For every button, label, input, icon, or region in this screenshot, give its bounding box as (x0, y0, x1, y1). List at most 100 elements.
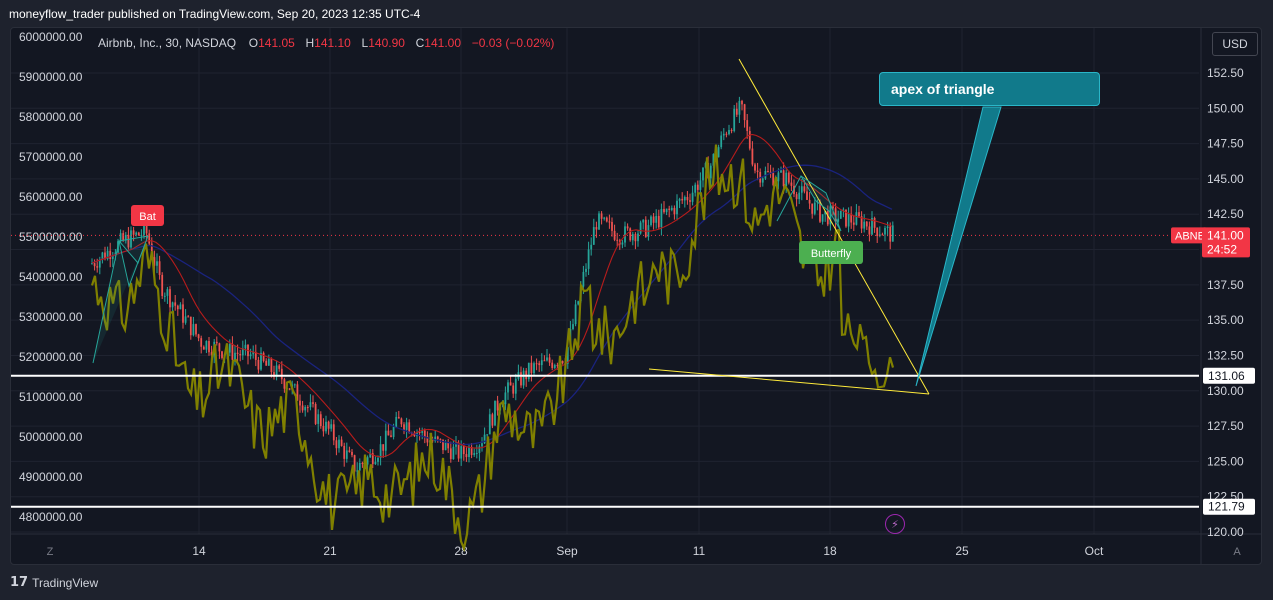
currency-button[interactable]: USD (1212, 32, 1258, 56)
symbol-tag-label: ABNB (1175, 230, 1205, 242)
candle-body (293, 384, 296, 386)
right-axis-tick: 142.50 (1207, 207, 1244, 221)
legend-change: −0.03 (−0.02%) (471, 36, 555, 50)
oscillator-line (90, 144, 895, 553)
candle-body (397, 416, 400, 419)
footer: 17 TradingView (0, 565, 1273, 600)
candle-body (325, 421, 327, 432)
grid-lines (11, 28, 1199, 534)
legend-high: 141.10 (314, 36, 351, 50)
candle-body (91, 263, 93, 265)
candle-body (205, 341, 208, 350)
candle-body (670, 207, 673, 210)
time-axis-tick: Sep (556, 544, 578, 558)
candle-body (556, 365, 559, 367)
candle-body (218, 343, 221, 352)
tv-logo-icon: 17 (10, 575, 29, 590)
candle-body (616, 239, 619, 241)
candle-body (891, 225, 894, 242)
left-axis-tick: 5000000.00 (19, 430, 83, 444)
candle-body (369, 453, 372, 458)
left-axis-tick: 4900000.00 (19, 470, 83, 484)
candle-body (221, 351, 223, 358)
candle-body (260, 352, 262, 370)
candle-body (800, 186, 803, 193)
left-axis-tick: 4800000.00 (19, 510, 83, 524)
candle-body (449, 448, 452, 460)
candle-body (577, 301, 580, 305)
candle-body (101, 252, 104, 260)
candle-body (137, 232, 140, 236)
candle-body (845, 209, 847, 227)
candle-body (538, 363, 541, 366)
candle-body (184, 316, 187, 323)
chart-frame[interactable]: 6000000.00 5900000.00 5800000.00 5700000.00… (10, 27, 1262, 565)
candle-body (153, 257, 156, 266)
candle-body (613, 230, 616, 240)
candle-body (452, 446, 455, 460)
candle-body (572, 324, 574, 330)
candle-body (507, 382, 509, 393)
candle-body (642, 219, 645, 223)
candle-body (585, 268, 587, 272)
candle-body (356, 470, 359, 472)
candle-body (296, 384, 299, 401)
time-nav-right[interactable]: A (1233, 546, 1241, 558)
time-axis-tick: 21 (323, 544, 337, 558)
candle-body (811, 203, 814, 214)
candle-body (863, 221, 866, 229)
left-axis-tick: 5700000.00 (19, 150, 83, 164)
left-axis-tick: 5800000.00 (19, 110, 83, 124)
time-nav-left[interactable]: Z (47, 546, 54, 558)
candle-body (832, 206, 834, 209)
candle-body (553, 365, 556, 368)
candle-body (465, 454, 468, 458)
right-axis-tick: 137.50 (1207, 278, 1244, 292)
candle-body (390, 435, 392, 437)
right-axis-tick: 147.50 (1207, 137, 1244, 151)
candle-body (208, 341, 210, 353)
candle-body (374, 461, 377, 465)
candle-body (132, 230, 135, 235)
candle-body (530, 362, 533, 374)
candle-body (582, 271, 585, 287)
candle-body (886, 226, 889, 229)
candle-body (504, 392, 507, 405)
candle-body (842, 209, 845, 211)
time-axis-tick: 18 (823, 544, 837, 558)
candle-body (767, 170, 769, 172)
candle-body (699, 180, 702, 190)
candle-body (145, 223, 148, 234)
candle-body (798, 192, 801, 200)
candle-body (431, 440, 434, 442)
candle-body (254, 352, 257, 360)
tradingview-logo[interactable]: 17 TradingView (10, 575, 98, 590)
left-axis-tick: 5900000.00 (19, 70, 83, 84)
lightning-icon[interactable]: ⚡ (885, 514, 905, 534)
candle-body (527, 362, 530, 380)
last-price-tag-bg (1202, 227, 1250, 258)
legend-low-key: L (361, 36, 369, 50)
candle-body (371, 453, 374, 465)
right-axis-tick: 135.00 (1207, 313, 1244, 327)
candle-body (611, 222, 613, 231)
candle-body (358, 462, 361, 471)
candle-body (491, 414, 494, 426)
candle-body (176, 305, 179, 310)
candle-body (473, 453, 476, 455)
candle-body (621, 242, 624, 245)
candle-body (200, 338, 203, 347)
candle-body (244, 344, 247, 349)
apex-callout[interactable]: apex of triangle (879, 72, 1100, 106)
candle-body (267, 358, 270, 366)
candle-body (668, 208, 671, 210)
chart-svg[interactable]: 6000000.00 5900000.00 5800000.00 5700000.00… (11, 28, 1261, 564)
candle-body (769, 171, 772, 173)
candle-body (330, 424, 333, 429)
candle-body (234, 352, 236, 360)
candle-body (785, 172, 788, 187)
candle-body (150, 243, 153, 258)
candle-body (725, 133, 728, 135)
candle-body (850, 213, 853, 223)
candle-body (257, 359, 260, 370)
